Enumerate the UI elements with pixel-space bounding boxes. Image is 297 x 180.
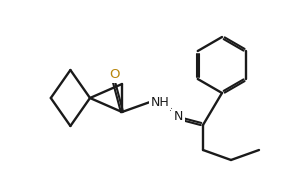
Text: NH: NH [151,96,169,109]
Text: N: N [173,111,183,123]
Text: O: O [109,69,119,82]
